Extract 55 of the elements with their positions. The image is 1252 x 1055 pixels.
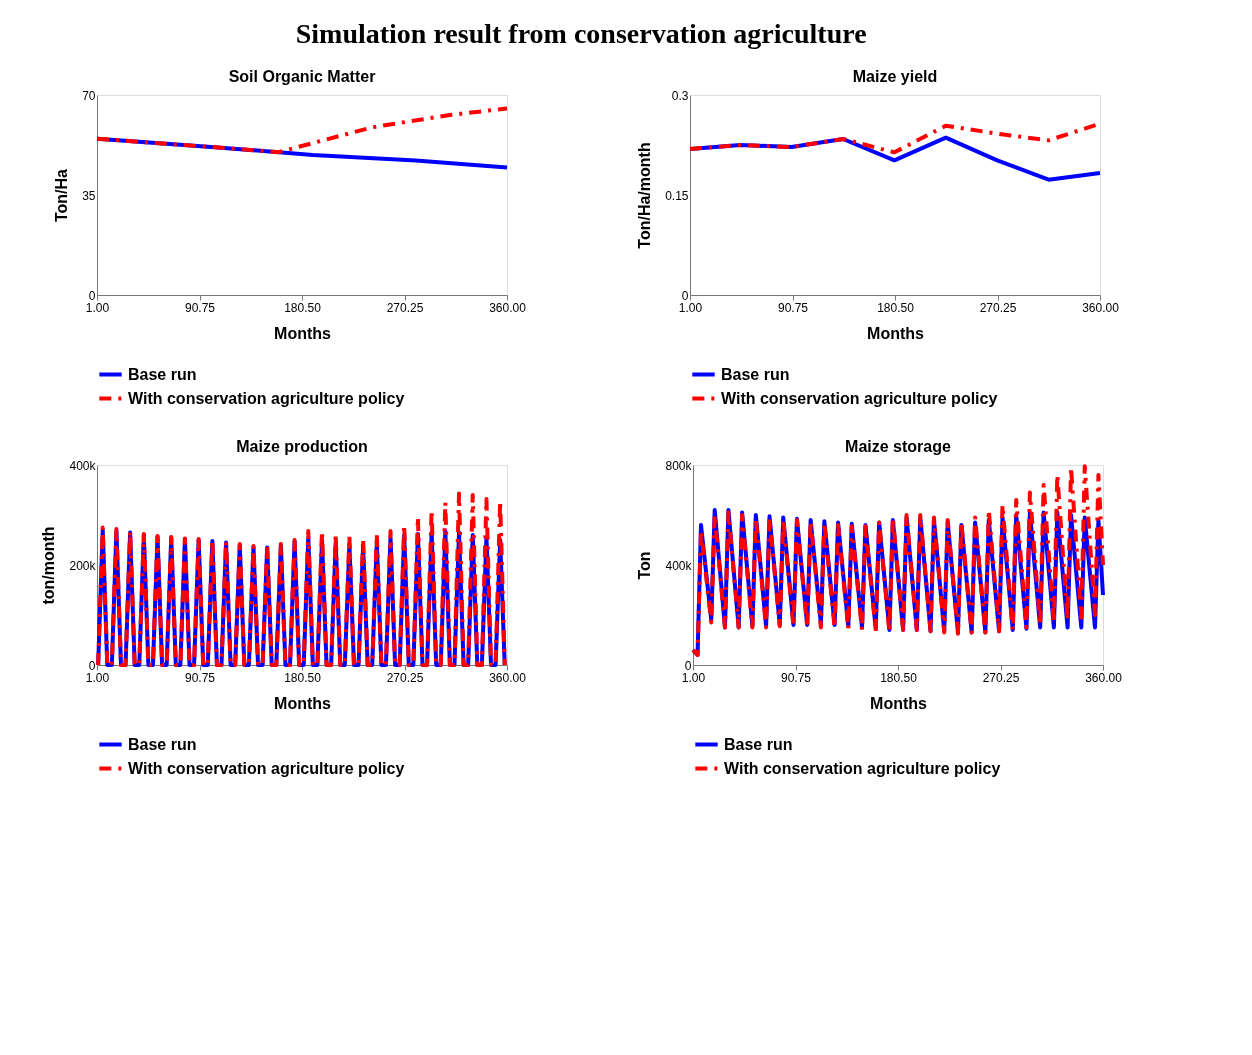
y-tick-label: 0: [681, 288, 689, 303]
x-tick-label: 180.50: [877, 300, 915, 315]
legend-label: With conservation agriculture policy: [128, 389, 405, 407]
y-axis-title: Ton: [636, 551, 654, 580]
x-tick-label: 180.50: [284, 670, 322, 685]
legend-label: Base run: [721, 365, 790, 383]
y-tick-label: 0: [88, 658, 96, 673]
x-tick-label: 270.25: [386, 300, 424, 315]
line-series: [691, 464, 1105, 657]
y-tick-label: 35: [82, 188, 96, 203]
y-tick-label: 0: [88, 288, 96, 303]
x-tick-label: 270.25: [979, 300, 1017, 315]
y-tick-label: 0.3: [671, 88, 689, 103]
x-axis-title: Months: [274, 694, 332, 712]
x-tick-label: 180.50: [284, 300, 322, 315]
y-axis-title: Ton/Ha: [53, 168, 71, 223]
x-tick-label: 270.25: [982, 670, 1020, 685]
chart-title: Soil Organic Matter: [228, 68, 376, 85]
y-tick-label: 200k: [69, 558, 97, 573]
x-tick-label: 90.75: [184, 670, 216, 685]
x-tick-label: 90.75: [184, 300, 216, 315]
x-tick-label: 360.00: [1085, 670, 1123, 685]
x-axis-title: Months: [870, 694, 928, 712]
x-axis-title: Months: [274, 324, 332, 342]
legend-label: Base run: [724, 735, 793, 753]
y-tick-label: 70: [82, 88, 96, 103]
y-tick-label: 0.15: [665, 188, 689, 203]
legend-label: Base run: [128, 735, 197, 753]
y-tick-label: 400k: [665, 558, 693, 573]
x-tick-label: 270.25: [386, 670, 424, 685]
x-axis-title: Months: [867, 324, 925, 342]
x-tick-label: 360.00: [1082, 300, 1120, 315]
chart-title: Maize production: [236, 438, 368, 455]
line-series: [95, 106, 509, 155]
x-tick-label: 360.00: [489, 670, 527, 685]
legend-label: With conservation agriculture policy: [721, 389, 998, 407]
y-tick-label: 0: [684, 658, 692, 673]
y-tick-label: 800k: [665, 458, 693, 473]
chart-title: Maize yield: [852, 68, 938, 85]
x-tick-label: 180.50: [880, 670, 918, 685]
legend-label: Base run: [128, 365, 197, 383]
y-axis-title: ton/month: [40, 526, 58, 605]
x-tick-label: 1.00: [85, 670, 110, 685]
y-axis-title: Ton/Ha/month: [636, 142, 654, 249]
legend-label: With conservation agriculture policy: [128, 759, 405, 777]
x-tick-label: 1.00: [678, 300, 703, 315]
legend-label: With conservation agriculture policy: [724, 759, 1001, 777]
x-tick-label: 1.00: [85, 300, 110, 315]
x-tick-label: 90.75: [777, 300, 809, 315]
text: Simulation result from conservation agriculture: [295, 17, 867, 49]
x-tick-label: 90.75: [780, 670, 812, 685]
chart-title: Maize storage: [845, 438, 952, 455]
x-tick-label: 1.00: [681, 670, 706, 685]
x-tick-label: 360.00: [489, 300, 527, 315]
y-tick-label: 400k: [69, 458, 97, 473]
